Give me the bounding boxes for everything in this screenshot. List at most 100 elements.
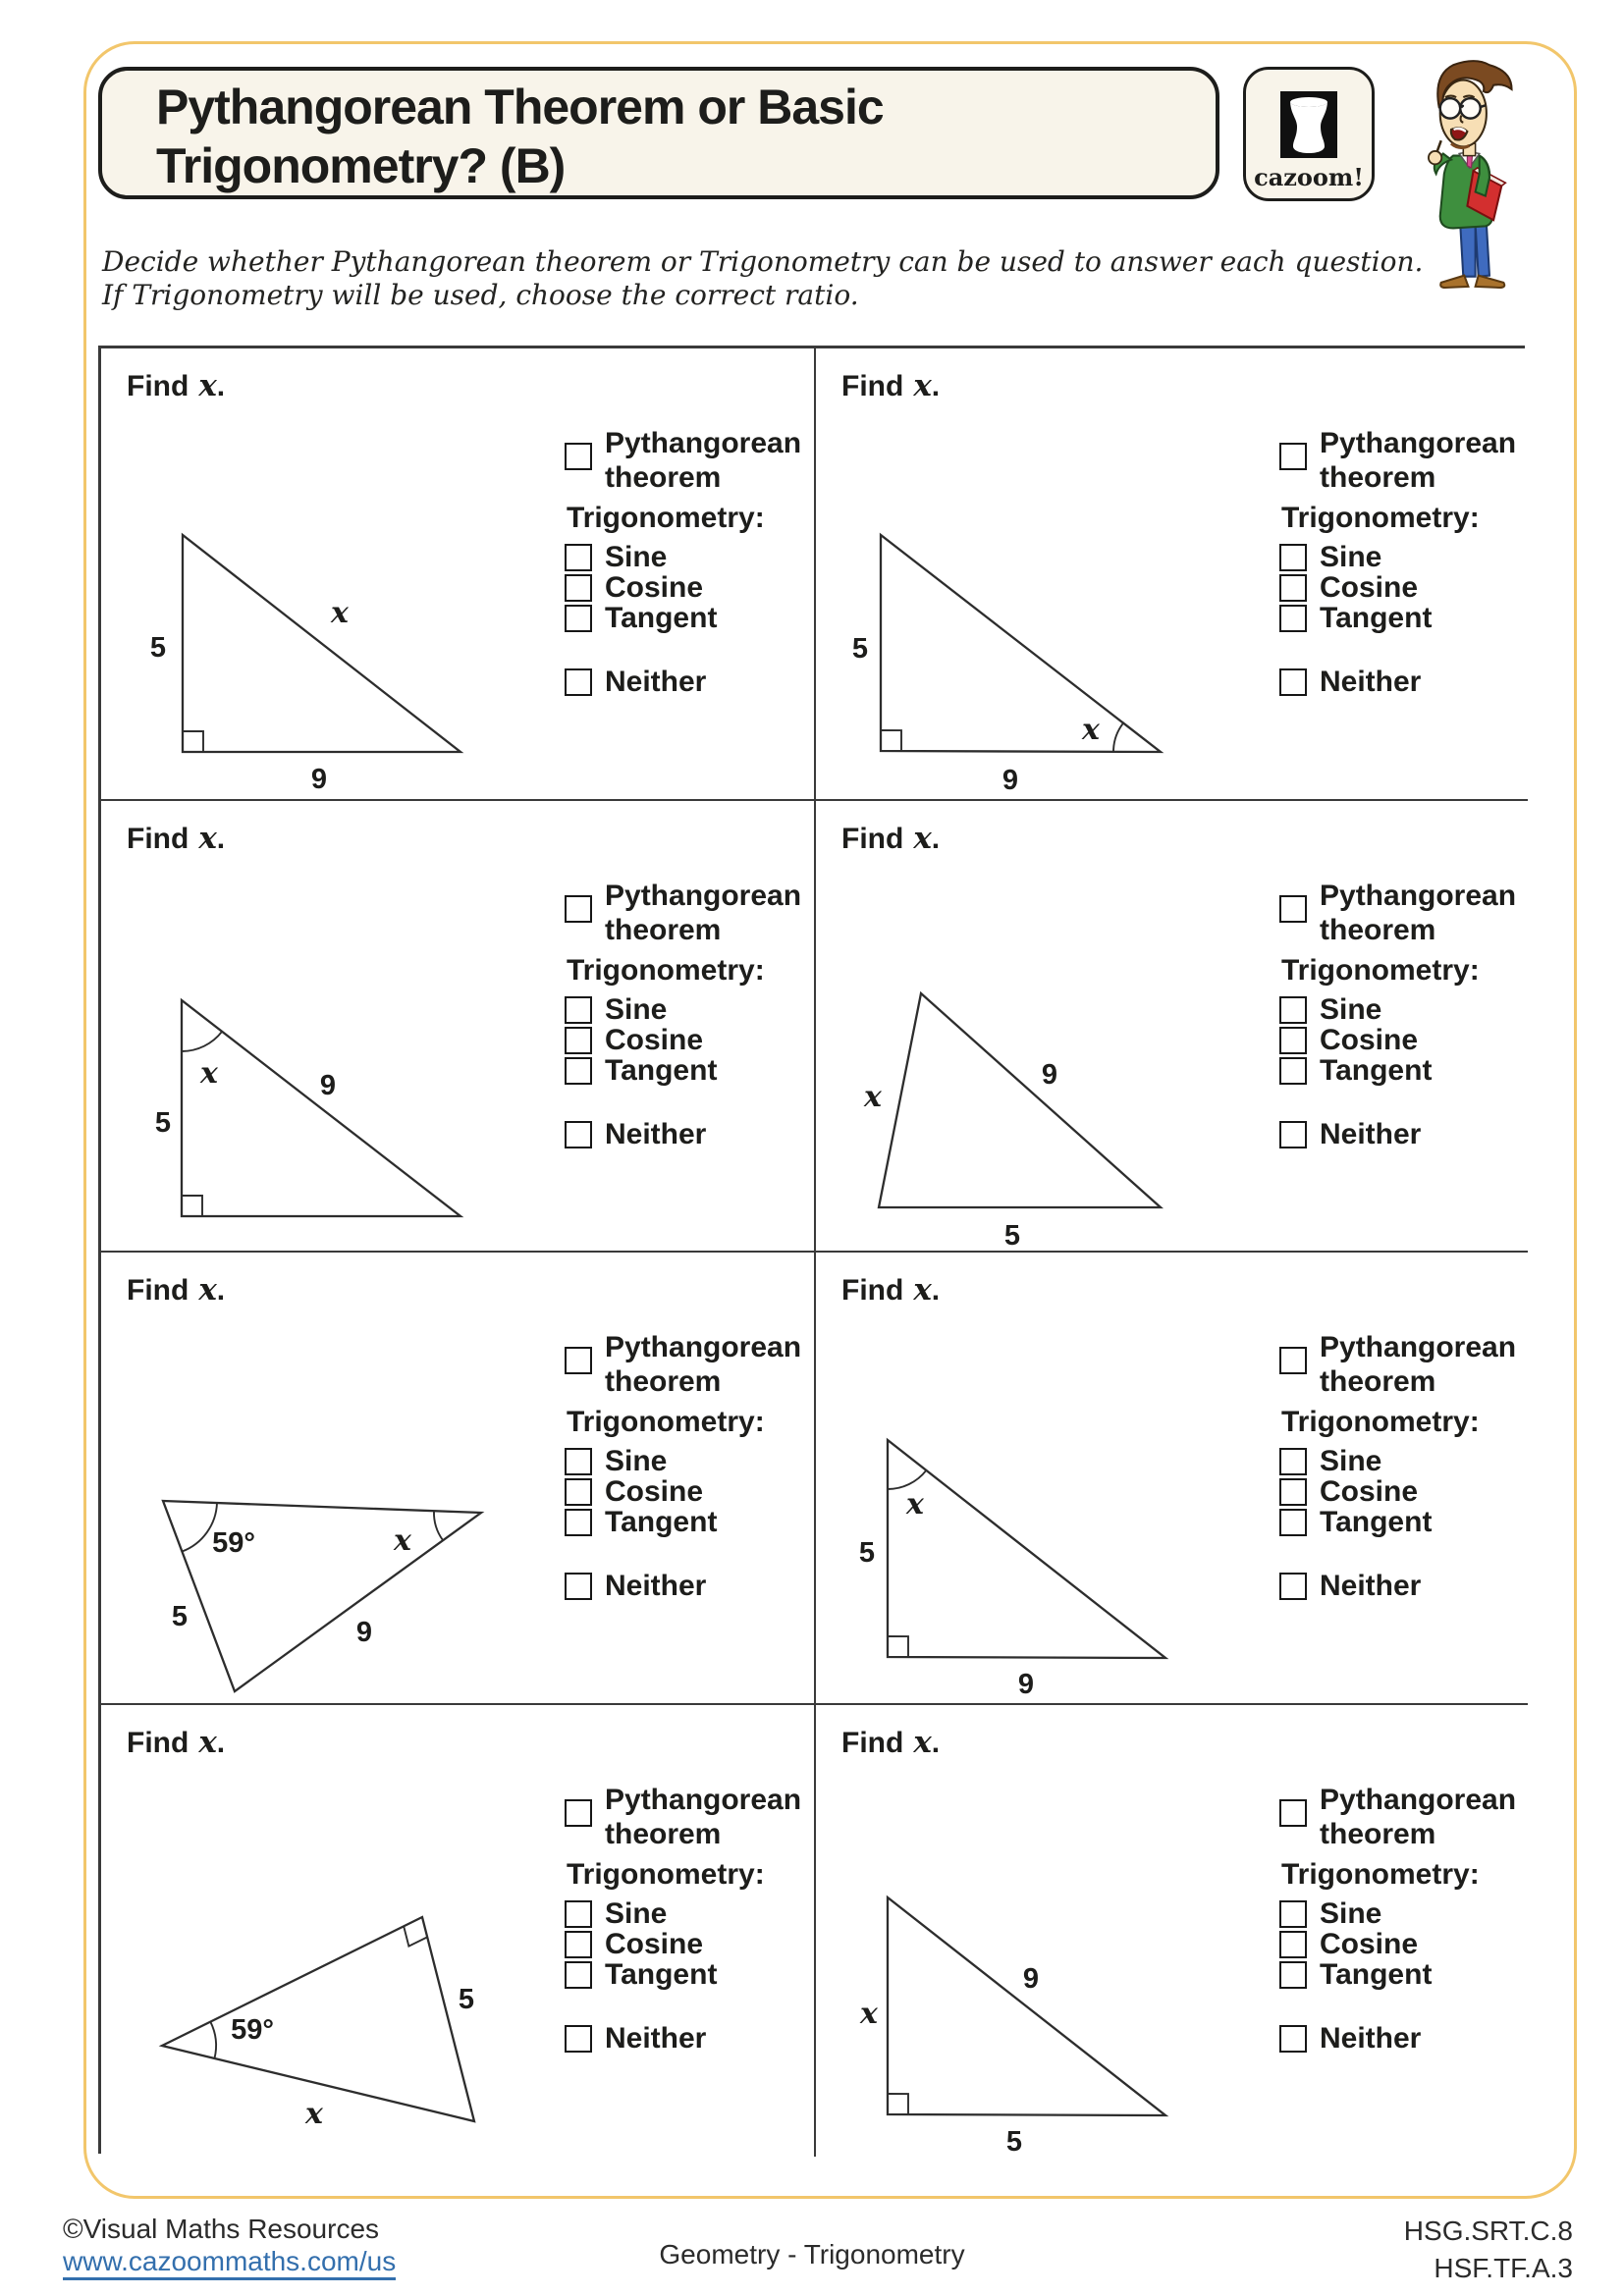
- pythagorean-label: Pythangorean theorem: [1320, 427, 1517, 494]
- pythagorean-checkbox[interactable]: [565, 895, 592, 923]
- option-cosine: Cosine: [565, 1477, 810, 1507]
- cosine-checkbox[interactable]: [565, 1027, 592, 1054]
- option-pythagorean-theorem: Pythangorean theorem: [565, 426, 810, 495]
- svg-text:x: x: [199, 1056, 219, 1091]
- option-neither: Neither: [565, 1118, 810, 1150]
- cosine-checkbox[interactable]: [565, 1931, 592, 1958]
- svg-text:59°: 59°: [231, 2014, 274, 2046]
- answer-options: Pythangorean theorem Trigonometry: Sine C…: [1279, 1783, 1525, 2056]
- trigonometry-options: Sine Cosine Tangent: [1279, 995, 1525, 1086]
- sine-checkbox[interactable]: [1279, 544, 1307, 571]
- neither-checkbox[interactable]: [1279, 668, 1307, 696]
- option-tangent: Tangent: [1279, 604, 1525, 633]
- tangent-checkbox[interactable]: [1279, 1961, 1307, 1989]
- pythagorean-checkbox[interactable]: [1279, 1799, 1307, 1827]
- option-cosine: Cosine: [1279, 1026, 1525, 1055]
- worksheet-title-box: Pythangorean Theorem or Basic Trigonomet…: [98, 67, 1219, 199]
- neither-checkbox[interactable]: [565, 668, 592, 696]
- sine-checkbox[interactable]: [565, 544, 592, 571]
- trigonometry-options: Sine Cosine Tangent: [565, 1447, 810, 1537]
- footer-standards: HSG.SRT.C.8 HSF.TF.A.3: [1404, 2213, 1573, 2287]
- footer-copyright-block: ©Visual Maths Resources www.cazoommaths.…: [63, 2213, 397, 2280]
- svg-text:59°: 59°: [212, 1527, 255, 1559]
- neither-checkbox[interactable]: [565, 2025, 592, 2053]
- pythagorean-checkbox[interactable]: [1279, 895, 1307, 923]
- neither-checkbox[interactable]: [1279, 1573, 1307, 1600]
- neither-label: Neither: [605, 666, 707, 698]
- trigonometry-options: Sine Cosine Tangent: [565, 995, 810, 1086]
- cosine-checkbox[interactable]: [1279, 1478, 1307, 1506]
- trigonometry-heading: Trigonometry:: [1281, 954, 1480, 987]
- cosine-label: Cosine: [605, 1928, 704, 1960]
- cosine-label: Cosine: [605, 1024, 704, 1056]
- neither-label: Neither: [605, 1118, 707, 1150]
- pythagorean-checkbox[interactable]: [565, 1347, 592, 1374]
- svg-text:5: 5: [459, 1984, 474, 2015]
- question-cell-3: Find x. x 9 5 Pythangorean theorem Trigonome…: [101, 801, 816, 1253]
- standard-code-2: HSF.TF.A.3: [1434, 2253, 1573, 2283]
- trigonometry-heading: Trigonometry:: [1281, 502, 1480, 534]
- neither-checkbox[interactable]: [565, 1573, 592, 1600]
- pythagorean-checkbox[interactable]: [1279, 443, 1307, 470]
- neither-checkbox[interactable]: [565, 1121, 592, 1148]
- option-pythagorean-theorem: Pythangorean theorem: [565, 879, 810, 947]
- trigonometry-heading: Trigonometry:: [1281, 1406, 1480, 1438]
- answer-options: Pythangorean theorem Trigonometry: Sine C…: [1279, 426, 1525, 699]
- tangent-checkbox[interactable]: [1279, 1509, 1307, 1536]
- cosine-checkbox[interactable]: [565, 1478, 592, 1506]
- option-neither: Neither: [1279, 1120, 1525, 1149]
- cosine-checkbox[interactable]: [1279, 574, 1307, 602]
- option-tangent: Tangent: [1279, 1056, 1525, 1086]
- neither-checkbox[interactable]: [1279, 1121, 1307, 1148]
- answer-options: Pythangorean theorem Trigonometry: Sine C…: [565, 1330, 810, 1603]
- pythagorean-label: Pythangorean theorem: [1320, 880, 1517, 946]
- cosine-label: Cosine: [605, 571, 704, 604]
- option-cosine: Cosine: [1279, 1477, 1525, 1507]
- sine-checkbox[interactable]: [1279, 996, 1307, 1024]
- sine-checkbox[interactable]: [565, 1448, 592, 1475]
- pythagorean-checkbox[interactable]: [565, 1799, 592, 1827]
- cazoom-website-link[interactable]: www.cazoommaths.com/us: [63, 2246, 397, 2280]
- sine-checkbox[interactable]: [565, 996, 592, 1024]
- copyright-text: ©Visual Maths Resources: [63, 2214, 380, 2244]
- pythagorean-label: Pythangorean theorem: [1320, 1784, 1517, 1850]
- svg-text:5: 5: [1006, 2126, 1022, 2157]
- neither-label: Neither: [605, 1570, 707, 1602]
- trigonometry-heading: Trigonometry:: [567, 502, 765, 534]
- option-neither: Neither: [1279, 667, 1525, 697]
- tangent-label: Tangent: [1320, 1506, 1433, 1538]
- tangent-checkbox[interactable]: [565, 605, 592, 632]
- pythagorean-checkbox[interactable]: [565, 443, 592, 470]
- footer-topic: Geometry - Trigonometry: [659, 2239, 965, 2269]
- option-cosine: Cosine: [565, 571, 810, 604]
- pythagorean-label: Pythangorean theorem: [605, 1331, 802, 1398]
- option-sine: Sine: [565, 1447, 810, 1476]
- pythagorean-checkbox[interactable]: [1279, 1347, 1307, 1374]
- sine-checkbox[interactable]: [1279, 1900, 1307, 1928]
- teacher-cartoon: [1427, 60, 1513, 289]
- svg-text:x: x: [1081, 713, 1101, 747]
- option-pythagorean-theorem: Pythangorean theorem: [565, 1783, 810, 1851]
- cosine-checkbox[interactable]: [1279, 1027, 1307, 1054]
- pythagorean-label: Pythangorean theorem: [605, 880, 802, 946]
- tangent-checkbox[interactable]: [1279, 1057, 1307, 1085]
- sine-checkbox[interactable]: [1279, 1448, 1307, 1475]
- tangent-checkbox[interactable]: [1279, 605, 1307, 632]
- question-cell-5: Find x. 59° x 5 9 Pythangorean theorem Trigon…: [101, 1253, 816, 1705]
- tangent-checkbox[interactable]: [565, 1961, 592, 1989]
- find-prompt: Find x.: [127, 1272, 226, 1308]
- option-sine: Sine: [565, 1899, 810, 1929]
- option-neither: Neither: [565, 2024, 810, 2054]
- find-prompt: Find x.: [841, 1725, 941, 1760]
- trigonometry-options: Sine Cosine Tangent: [565, 543, 810, 633]
- tangent-checkbox[interactable]: [565, 1057, 592, 1085]
- option-neither: Neither: [1279, 1572, 1525, 1601]
- option-tangent: Tangent: [565, 1056, 810, 1086]
- neither-checkbox[interactable]: [1279, 2025, 1307, 2053]
- tangent-checkbox[interactable]: [565, 1509, 592, 1536]
- find-prompt: Find x.: [127, 368, 226, 403]
- sine-checkbox[interactable]: [565, 1900, 592, 1928]
- cosine-checkbox[interactable]: [1279, 1931, 1307, 1958]
- cosine-checkbox[interactable]: [565, 574, 592, 602]
